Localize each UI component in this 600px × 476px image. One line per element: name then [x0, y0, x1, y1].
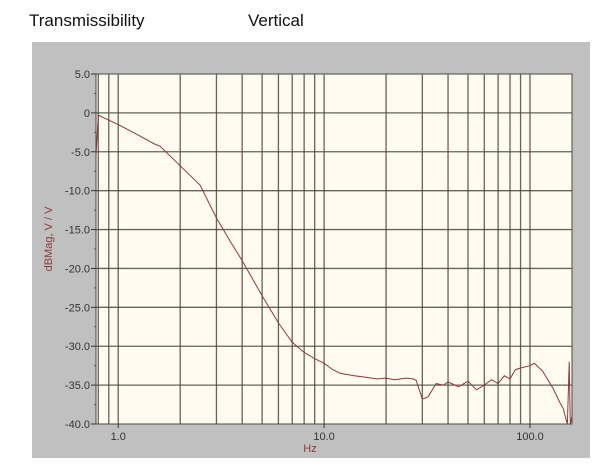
y-tick-label: -20.0 [65, 263, 90, 275]
x-tick-label: 1.0 [111, 431, 126, 443]
y-tick-label: -15.0 [65, 225, 90, 237]
y-tick-label: 5.0 [75, 69, 90, 81]
y-axis-label: dBMag, V / V [43, 206, 55, 271]
grid-lines [96, 74, 572, 424]
y-tick-label: -25.0 [65, 302, 90, 314]
x-axis-ticks: 1.0 10.0 100.0 [111, 424, 544, 443]
y-tick-label: -30.0 [65, 341, 90, 353]
x-axis-label: Hz [303, 443, 316, 455]
y-tick-label: 0 [84, 108, 90, 120]
chart-subtitle: Vertical [248, 11, 304, 30]
y-tick-label: -5.0 [71, 147, 90, 159]
transmissibility-trace [95, 114, 573, 425]
y-tick-label: -10.0 [65, 186, 90, 198]
y-tick-label: -35.0 [65, 380, 90, 392]
chart-title: Transmissibility [29, 11, 145, 30]
y-tick-label: -40.0 [65, 419, 90, 431]
y-axis-ticks: 5.0 0 -5.0 -10.0 -15.0 -20.0 -25.0 -30.0 -35.0 -4… [65, 69, 96, 431]
x-tick-label: 100.0 [516, 431, 544, 443]
x-tick-label: 10.0 [313, 431, 334, 443]
plot-area [95, 73, 573, 425]
